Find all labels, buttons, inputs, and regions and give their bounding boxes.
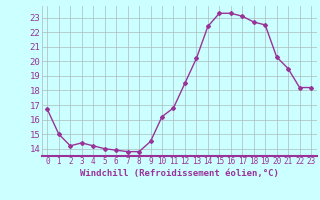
X-axis label: Windchill (Refroidissement éolien,°C): Windchill (Refroidissement éolien,°C) bbox=[80, 169, 279, 178]
